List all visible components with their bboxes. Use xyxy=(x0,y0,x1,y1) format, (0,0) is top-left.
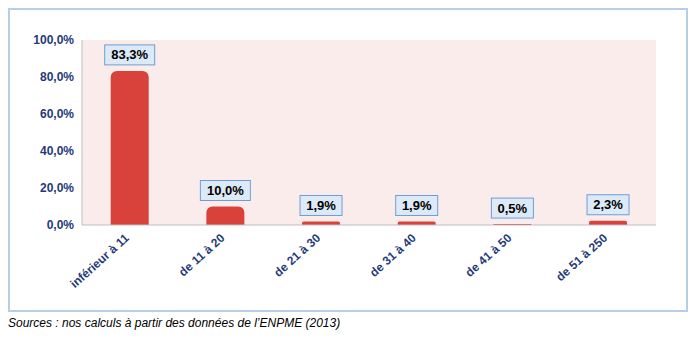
html-text:Sources : nos calculs à partir: Sources : nos calculs à partir des donné… xyxy=(8,316,341,330)
svg-text:inférieur à 11: inférieur à 11 xyxy=(67,231,132,291)
svg-text:de 21 à 30: de 21 à 30 xyxy=(271,231,323,280)
svg-text:2,3%: 2,3% xyxy=(593,197,623,212)
svg-text:de 11 à 20: de 11 à 20 xyxy=(176,231,228,280)
svg-text:de 41 à 50: de 41 à 50 xyxy=(463,231,515,280)
svg-text:0,5%: 0,5% xyxy=(498,201,528,216)
svg-text:de 51 à 250: de 51 à 250 xyxy=(553,231,610,284)
svg-text:de 31 à 40: de 31 à 40 xyxy=(367,231,419,280)
svg-text:20,0%: 20,0% xyxy=(40,181,74,195)
svg-text:100,0%: 100,0% xyxy=(33,33,74,47)
svg-text:60,0%: 60,0% xyxy=(40,107,74,121)
svg-text:10,0%: 10,0% xyxy=(207,183,244,198)
svg-text:0,0%: 0,0% xyxy=(47,218,75,232)
svg-text:40,0%: 40,0% xyxy=(40,144,74,158)
svg-text:1,9%: 1,9% xyxy=(402,198,432,213)
svg-text:80,0%: 80,0% xyxy=(40,70,74,84)
svg-text:1,9%: 1,9% xyxy=(306,198,336,213)
svg-text:83,3%: 83,3% xyxy=(111,47,148,62)
